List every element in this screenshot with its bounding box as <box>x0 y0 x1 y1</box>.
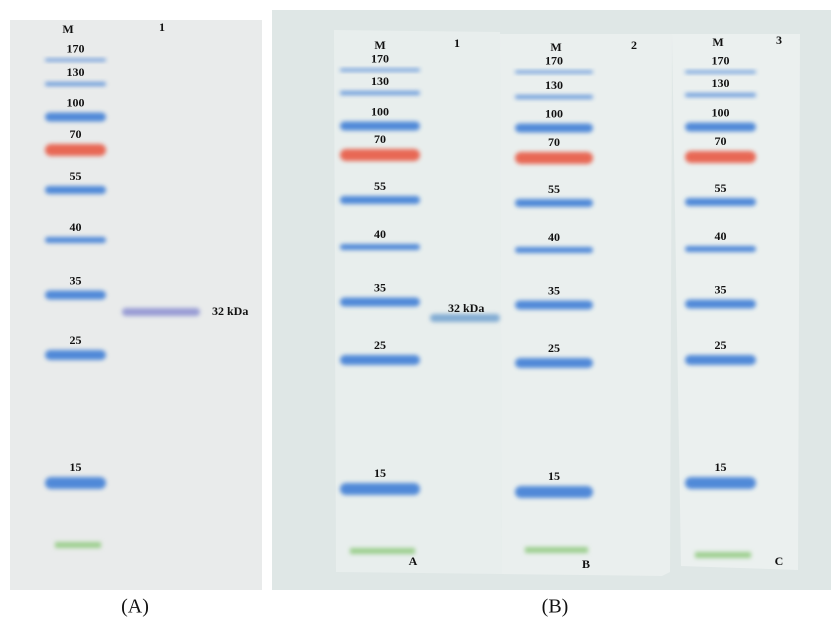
marker-label: 25 <box>715 338 727 352</box>
marker-band <box>685 477 756 489</box>
strip-letter: B <box>582 557 590 571</box>
sample-band <box>122 308 200 316</box>
marker-label: 130 <box>712 76 730 90</box>
marker-label: 130 <box>371 74 389 88</box>
marker-band <box>685 198 756 206</box>
marker-band <box>515 70 593 74</box>
marker-label: 15 <box>715 460 727 474</box>
content: M 1 170 130 100 70 55 40 35 25 15 32 kDa M 1 170 130 100… <box>45 20 783 571</box>
marker-label: 170 <box>712 53 730 67</box>
marker-band <box>45 82 106 86</box>
marker-band <box>685 122 756 132</box>
marker-band <box>515 199 593 207</box>
marker-label: 170 <box>67 41 85 55</box>
lane-header: 1 <box>159 20 165 34</box>
marker-band <box>685 151 756 163</box>
marker-label: 70 <box>715 134 727 148</box>
marker-band <box>515 358 593 368</box>
marker-header: M <box>62 22 73 36</box>
green-band <box>695 552 751 558</box>
lane-header: 3 <box>776 33 782 47</box>
marker-label: 35 <box>70 273 82 287</box>
marker-label: 15 <box>70 460 82 474</box>
marker-header: M <box>712 35 723 49</box>
lane-header: 2 <box>631 38 637 52</box>
marker-band <box>340 68 420 72</box>
marker-band <box>340 297 420 307</box>
marker-band <box>340 149 420 161</box>
marker-band <box>685 299 756 309</box>
marker-band <box>685 246 756 252</box>
marker-label: 40 <box>548 230 560 244</box>
marker-band <box>45 58 106 62</box>
marker-band <box>515 95 593 99</box>
marker-label: 100 <box>371 104 389 118</box>
green-band <box>525 547 588 553</box>
marker-label: 170 <box>545 53 563 67</box>
marker-label: 100 <box>545 106 563 120</box>
marker-band <box>340 244 420 250</box>
marker-header: M <box>374 38 385 52</box>
marker-band <box>515 300 593 310</box>
marker-band <box>515 152 593 164</box>
marker-label: 35 <box>374 280 386 294</box>
marker-band <box>45 186 106 194</box>
marker-label: 130 <box>545 78 563 92</box>
marker-label: 25 <box>548 341 560 355</box>
strip-letter: A <box>409 554 418 568</box>
marker-band <box>515 486 593 498</box>
marker-band <box>515 123 593 133</box>
sample-band <box>430 314 500 322</box>
marker-band <box>685 70 756 74</box>
marker-band <box>45 350 106 360</box>
marker-label: 25 <box>70 333 82 347</box>
marker-label: 15 <box>374 466 386 480</box>
band-label: 32 kDa <box>448 301 484 315</box>
marker-label: 40 <box>374 227 386 241</box>
marker-label: 70 <box>70 127 82 141</box>
marker-header: M <box>550 40 561 54</box>
marker-label: 35 <box>548 283 560 297</box>
marker-label: 15 <box>548 469 560 483</box>
marker-band <box>45 290 106 300</box>
band-label: 32 kDa <box>212 304 248 318</box>
marker-label: 35 <box>715 282 727 296</box>
marker-band <box>685 355 756 365</box>
green-band <box>55 542 101 548</box>
marker-label: 100 <box>712 105 730 119</box>
caption-b: (B) <box>542 596 569 618</box>
marker-band <box>340 196 420 204</box>
marker-label: 40 <box>715 229 727 243</box>
marker-label: 55 <box>548 182 560 196</box>
marker-band <box>340 121 420 131</box>
marker-band <box>340 483 420 495</box>
marker-band <box>45 112 106 122</box>
marker-label: 55 <box>715 181 727 195</box>
marker-band <box>45 237 106 243</box>
marker-band <box>515 247 593 253</box>
marker-label: 130 <box>67 65 85 79</box>
marker-band <box>685 93 756 97</box>
caption-a: (A) <box>121 596 149 618</box>
green-band <box>350 548 415 554</box>
marker-label: 55 <box>374 179 386 193</box>
marker-label: 40 <box>70 220 82 234</box>
marker-label: 25 <box>374 338 386 352</box>
marker-band <box>340 91 420 95</box>
marker-band <box>45 144 106 156</box>
marker-band <box>340 355 420 365</box>
marker-label: 170 <box>371 51 389 65</box>
marker-label: 70 <box>548 135 560 149</box>
lane-header: 1 <box>454 36 460 50</box>
marker-label: 55 <box>70 169 82 183</box>
marker-label: 100 <box>67 95 85 109</box>
marker-band <box>45 477 106 489</box>
strip-letter: C <box>775 554 784 568</box>
marker-label: 70 <box>374 132 386 146</box>
